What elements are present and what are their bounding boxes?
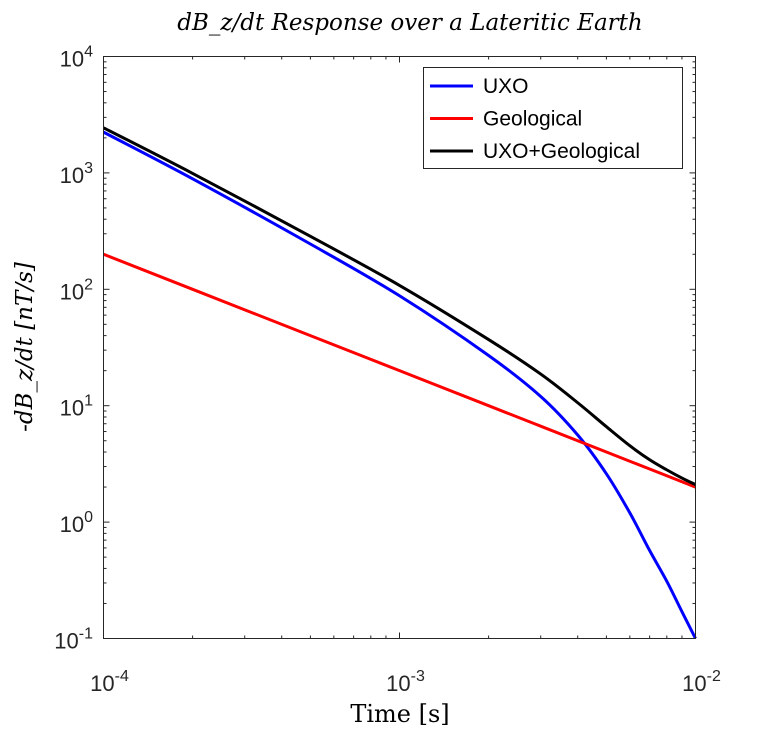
y-axis-label: -dB_z/dt [nT/s] xyxy=(12,262,38,432)
legend-label: UXO xyxy=(483,75,529,98)
y-tick-label: 101 xyxy=(60,393,93,421)
legend-label: Geological xyxy=(483,108,582,131)
series-line-uxo-geological xyxy=(102,126,697,486)
plot-area-frame xyxy=(103,56,696,639)
chart-title: dB_z/dt Response over a Lateritic Earth xyxy=(177,10,642,36)
y-tick-label: 102 xyxy=(60,276,93,304)
x-tick-label: 10-2 xyxy=(682,668,721,696)
y-tick-label: 104 xyxy=(60,44,93,72)
series-line-geological xyxy=(102,252,697,489)
x-tick-label: 10-4 xyxy=(90,668,129,696)
legend-label: UXO+Geological xyxy=(483,140,640,163)
y-tick-label: 10-1 xyxy=(54,626,93,654)
legend: UXO Geological UXO+Geological xyxy=(423,67,683,169)
x-tick-label: 10-3 xyxy=(386,668,425,696)
y-tick-label: 103 xyxy=(60,160,93,188)
y-tick-label: 100 xyxy=(60,509,93,537)
series-line-uxo xyxy=(102,130,697,640)
x-axis-label: Time [s] xyxy=(350,700,449,728)
